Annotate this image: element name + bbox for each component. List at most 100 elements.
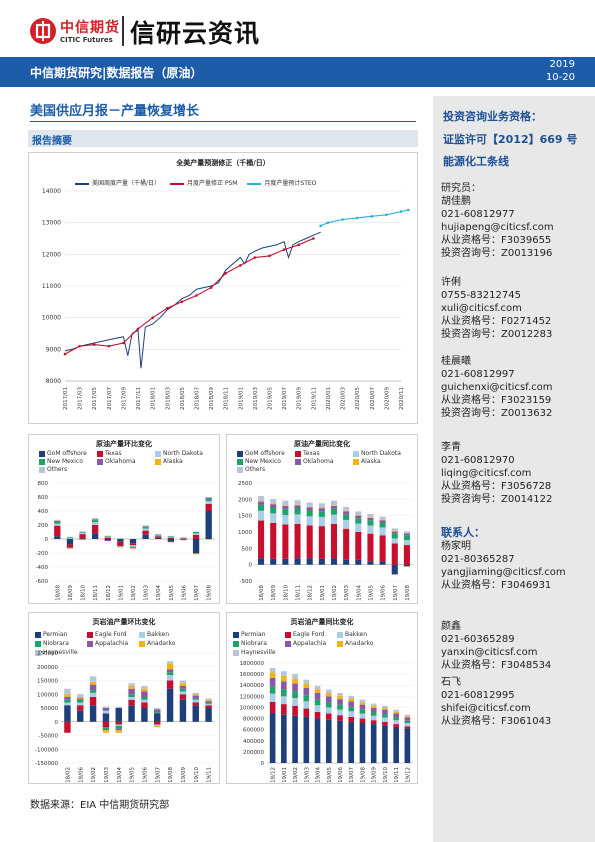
bar-segment xyxy=(129,539,137,544)
data-point xyxy=(92,343,96,346)
y-tick-label: 200000 xyxy=(37,665,58,671)
bar-segment xyxy=(89,692,97,697)
x-tick-label: 2018/01 xyxy=(151,387,157,410)
bar-segment xyxy=(348,698,355,702)
y-tick-label: 1500 xyxy=(238,514,252,520)
shale-mom-chart: 页岩油产量环比变化 Permian Eagle Ford Bakken Niobrar… xyxy=(28,612,220,784)
y-tick-label: 1600000 xyxy=(240,672,265,678)
bar-segment xyxy=(318,503,325,508)
bar-segment xyxy=(142,526,149,528)
x-tick-label: 2019/01 xyxy=(238,387,244,410)
bar-segment xyxy=(337,695,343,700)
bar-segment xyxy=(330,505,338,506)
y-tick-label: 2000 xyxy=(238,497,252,503)
bar-segment xyxy=(367,517,374,521)
bar-segment xyxy=(77,705,84,711)
y-tick-label: 2500 xyxy=(238,481,252,487)
bar-segment xyxy=(403,566,410,567)
bar-segment xyxy=(355,515,362,519)
bar-segment xyxy=(54,521,61,524)
bar-segment xyxy=(77,698,84,700)
bar-segment xyxy=(192,553,200,555)
legend-item: 月度产量预计STEO xyxy=(247,178,316,187)
bar-segment xyxy=(391,533,398,539)
researcher-label: 研究员： xyxy=(441,183,481,194)
report-title: 美国供应月报－产量恢复增长 xyxy=(30,104,200,119)
contact-email[interactable]: shifei@citicsf.com xyxy=(441,703,531,714)
bar-segment xyxy=(391,528,398,532)
bar-segment xyxy=(348,706,355,712)
bar-segment xyxy=(330,500,338,506)
y-tick-label: 0 xyxy=(261,761,265,767)
bar-segment xyxy=(343,514,350,520)
y-tick-label: 8000 xyxy=(46,378,61,385)
contact-email[interactable]: yangjiaming@citicsf.com xyxy=(441,567,566,578)
y-tick-label: -400 xyxy=(36,565,49,571)
bar-segment xyxy=(269,713,276,763)
bar-segment xyxy=(205,699,212,702)
bar-segment xyxy=(54,536,61,539)
researcher-email[interactable]: xuli@citicsf.com xyxy=(441,303,522,314)
bar-segment xyxy=(306,516,313,526)
y-tick-label: 1200000 xyxy=(240,694,265,700)
researcher-cert1: 从业资格号：F3039655 xyxy=(441,235,552,246)
bar-segment xyxy=(292,705,298,716)
researcher-email[interactable]: guichenxi@citicsf.com xyxy=(441,382,553,393)
y-tick-label: 1000000 xyxy=(240,705,265,711)
bar-segment xyxy=(314,693,321,700)
bar-segment xyxy=(294,508,301,515)
bar-segment xyxy=(337,715,343,721)
y-tick-label: 600 xyxy=(38,495,49,501)
bar-segment xyxy=(367,533,374,562)
bar-segment xyxy=(303,716,310,763)
bar-segment xyxy=(205,504,212,511)
bar-segment xyxy=(167,536,174,538)
bar-segment xyxy=(128,688,135,695)
researcher-email[interactable]: liqing@citicsf.com xyxy=(441,468,532,479)
bar-segment xyxy=(348,695,355,699)
bar-segment xyxy=(64,721,71,733)
x-tick-label: 19/07 xyxy=(393,585,399,601)
bar-segment xyxy=(258,496,265,501)
bar-segment xyxy=(180,538,187,539)
citic-logo-icon xyxy=(30,18,56,44)
bar-segment xyxy=(269,686,276,694)
x-tick-label: 2017/03 xyxy=(78,387,84,410)
bar-segment xyxy=(205,497,212,500)
legend-item: Eagle Ford xyxy=(87,630,139,639)
bar-segment xyxy=(205,708,212,722)
researcher-email[interactable]: hujiapeng@citicsf.com xyxy=(441,222,554,233)
bar-segment xyxy=(303,695,310,702)
bar-segment xyxy=(117,546,124,547)
bar-segment xyxy=(404,726,411,729)
bar-segment xyxy=(355,518,362,524)
contact-email[interactable]: yanxin@citicsf.com xyxy=(441,647,538,658)
bar-segment xyxy=(154,713,161,722)
x-tick-label: 19/11 xyxy=(207,767,213,783)
bar-segment xyxy=(343,511,350,515)
bar-segment xyxy=(155,536,162,538)
bar-segment xyxy=(129,547,137,549)
bar-segment xyxy=(192,692,199,695)
x-tick-label: 18/11 xyxy=(296,585,302,601)
bar-segment xyxy=(142,534,149,539)
researcher-phone: 021-60812977 xyxy=(441,209,515,220)
bar-segment xyxy=(115,728,122,730)
y-tick-label: 400 xyxy=(38,509,49,515)
bar-segment xyxy=(391,538,398,544)
y-tick-label: 1400000 xyxy=(240,683,265,689)
bar-segment xyxy=(79,531,86,532)
data-point xyxy=(151,316,154,319)
chart-legend: 美国周度产量（千桶/日） 月度产量修正 PSM 月度产量预计STEO xyxy=(75,178,324,187)
bar-segment xyxy=(359,702,366,705)
header-divider xyxy=(122,16,124,46)
bar-segment xyxy=(155,535,162,537)
legend-item: North Dakota xyxy=(155,450,213,458)
bar-segment xyxy=(102,706,110,708)
bar-segment xyxy=(205,705,212,708)
researcher-phone: 0755-83212745 xyxy=(441,290,521,301)
x-tick-label: 19/01 xyxy=(282,767,288,783)
data-point xyxy=(209,286,213,289)
researcher-cert1: 从业资格号：F3023159 xyxy=(441,395,552,406)
y-tick-label: 800000 xyxy=(243,717,264,723)
